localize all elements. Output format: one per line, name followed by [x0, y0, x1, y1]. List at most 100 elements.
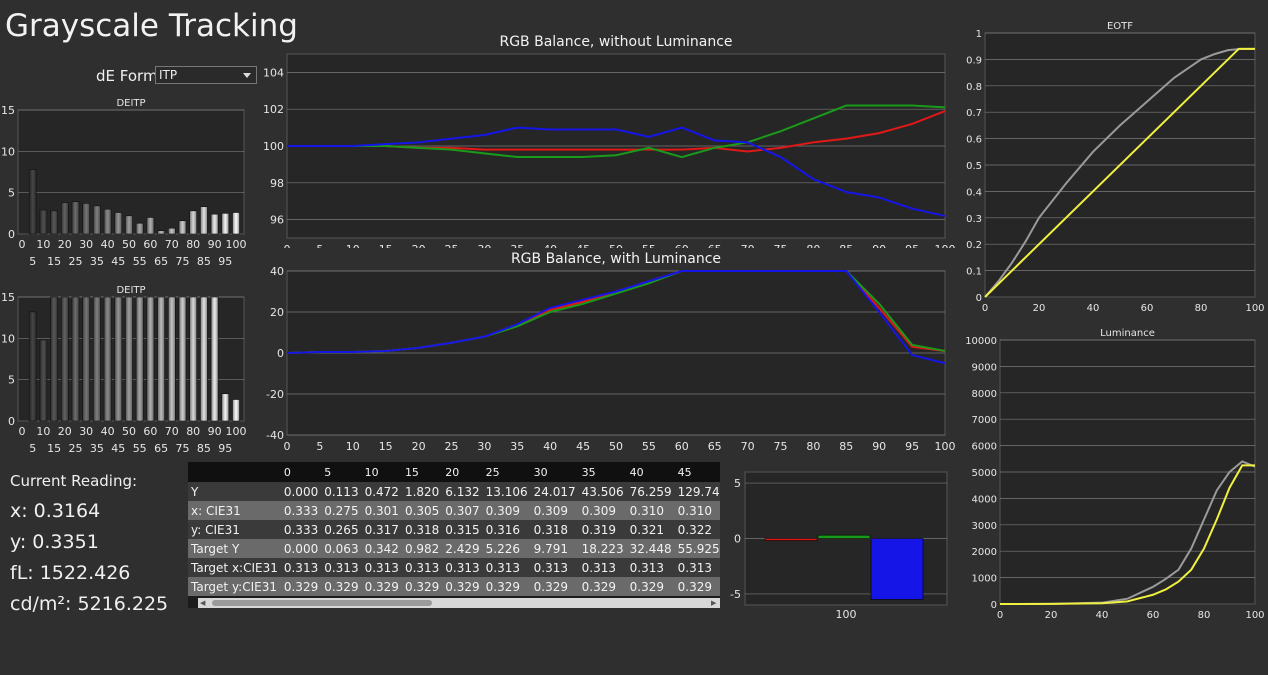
x-tick-label: 65 [708, 243, 722, 248]
x-tick-label: 45 [111, 255, 125, 268]
x-tick-label: 50 [122, 425, 136, 438]
x-tick-label: 80 [806, 243, 820, 248]
table-cell: 129.741 [674, 482, 720, 501]
formula-select[interactable]: ITP [155, 66, 257, 84]
table-header-cell: 35 [578, 462, 627, 482]
bar [71, 296, 80, 422]
y-tick-label: 104 [263, 66, 284, 79]
table-cell: 0.329 [442, 577, 483, 596]
table-row[interactable]: x: CIE31 0.333 0.275 0.301 0.305 0.307 0.309 0.… [188, 501, 720, 520]
table-cell: 18.223 [578, 539, 627, 558]
bar [221, 213, 230, 235]
bar [146, 296, 155, 422]
scroll-right-icon[interactable]: ▶ [711, 599, 717, 607]
x-tick-label: 15 [379, 440, 393, 453]
table-row[interactable]: Y 0.000 0.113 0.472 1.820 6.132 13.106 24.017 43… [188, 482, 720, 501]
y-tick-label: 1 [976, 29, 982, 40]
x-tick-label: 20 [1045, 610, 1058, 621]
x-tick-label: 80 [186, 238, 200, 251]
bar [135, 222, 144, 235]
current-reading-heading: Current Reading: [10, 472, 138, 490]
x-tick-label: 10 [36, 238, 50, 251]
table-horizontal-scrollbar[interactable] [198, 598, 720, 608]
bar [200, 206, 208, 235]
bar [82, 296, 90, 422]
x-tick-label: 80 [806, 440, 820, 453]
bar [103, 296, 112, 422]
rgb-balance-luminance-chart: RGB Balance, with Luminance -40 -20 0 20 40 0 5… [266, 251, 955, 453]
y-tick-label: 100 [263, 140, 284, 153]
y-tick-label: 4000 [972, 494, 997, 505]
y-tick-label: 15 [1, 104, 15, 117]
table-row[interactable]: Target x:CIE31 0.313 0.313 0.313 0.313 0.313 0… [188, 558, 720, 577]
x-tick-label: 0 [19, 425, 26, 438]
series-line-green [287, 104, 946, 159]
table-cell: 0.329 [626, 577, 675, 596]
table-cell: 0.305 [401, 501, 443, 520]
x-tick-label: 90 [208, 425, 222, 438]
bar [60, 202, 69, 235]
x-tick-label: 100 [226, 238, 247, 251]
series-line-gray [984, 47, 1255, 298]
scrollbar-thumb[interactable] [212, 600, 432, 606]
table-row[interactable]: Target Y 0.000 0.063 0.342 0.982 2.429 5.226 9.… [188, 539, 720, 558]
scroll-left-icon[interactable]: ◀ [200, 599, 206, 607]
table-header-cell: 15 [401, 462, 443, 482]
row-label: Y [188, 482, 281, 501]
data-table[interactable]: 0 5 10 15 20 25 30 35 40 45 Y 0.000 0.113 0… [188, 462, 720, 608]
table-cell: 6.132 [442, 482, 483, 501]
x-tick-label: 70 [741, 243, 755, 248]
table-cell: 0.000 [280, 539, 322, 558]
table-cell: 24.017 [530, 482, 579, 501]
table-header-cell: 40 [626, 462, 675, 482]
x-tick-label: 40 [543, 440, 557, 453]
x-tick-label: 60 [143, 425, 157, 438]
x-tick-label: 100 [1245, 303, 1264, 314]
table-cell: 0.333 [280, 520, 322, 539]
table-cell: 2.429 [442, 539, 483, 558]
x-tick-label: 65 [154, 255, 168, 268]
y-tick-label: 9000 [972, 362, 997, 373]
x-tick-label: 55 [642, 243, 656, 248]
x-tick-label: 45 [111, 442, 125, 455]
x-tick-label: 20 [1033, 303, 1046, 314]
y-tick-label: 0 [976, 293, 982, 304]
x-tick-label: 15 [379, 243, 393, 248]
table-row[interactable]: y: CIE31 0.333 0.265 0.317 0.318 0.315 0.316 0.… [188, 520, 720, 539]
x-tick-label: 0 [19, 238, 26, 251]
table-header-row: 0 5 10 15 20 25 30 35 40 45 [188, 462, 720, 482]
x-tick-label: 55 [133, 442, 147, 455]
bar [82, 203, 90, 235]
x-tick-label: 40 [1096, 610, 1109, 621]
table-cell: 0.322 [674, 520, 720, 539]
x-tick-label: 35 [510, 440, 524, 453]
x-tick-label: 50 [609, 440, 623, 453]
table-header-cell: 25 [482, 462, 531, 482]
chart-title: RGB Balance, with Luminance [511, 251, 721, 267]
x-tick-label: 55 [133, 255, 147, 268]
x-tick-label: 60 [675, 440, 689, 453]
x-tick-label: 50 [122, 238, 136, 251]
reading-fl: fL: 1522.426 [10, 562, 131, 584]
table-cell: 0.310 [674, 501, 720, 520]
y-tick-label: 10 [1, 332, 15, 345]
y-tick-label: 15 [1, 291, 15, 304]
rgb-balance-chart: RGB Balance, without Luminance9698100102… [263, 34, 956, 248]
x-tick-label: 10 [36, 425, 50, 438]
chevron-down-icon [243, 73, 251, 78]
bar [125, 215, 133, 235]
series-line-blue [287, 126, 946, 217]
reading-x: x: 0.3164 [10, 500, 101, 522]
table-row[interactable]: Target y:CIE31 0.329 0.329 0.329 0.329 0.329 0… [188, 577, 720, 596]
y-tick-label: 0.9 [966, 55, 982, 66]
bar [189, 296, 197, 422]
table-cell: 0.309 [530, 501, 579, 520]
bar [189, 210, 197, 235]
x-tick-label: 60 [1147, 610, 1160, 621]
y-tick-label: 0.1 [966, 267, 982, 278]
bar [28, 311, 37, 422]
bar-green [817, 534, 871, 539]
table-cell: 0.000 [280, 482, 322, 501]
table-cell: 0.313 [674, 558, 720, 577]
